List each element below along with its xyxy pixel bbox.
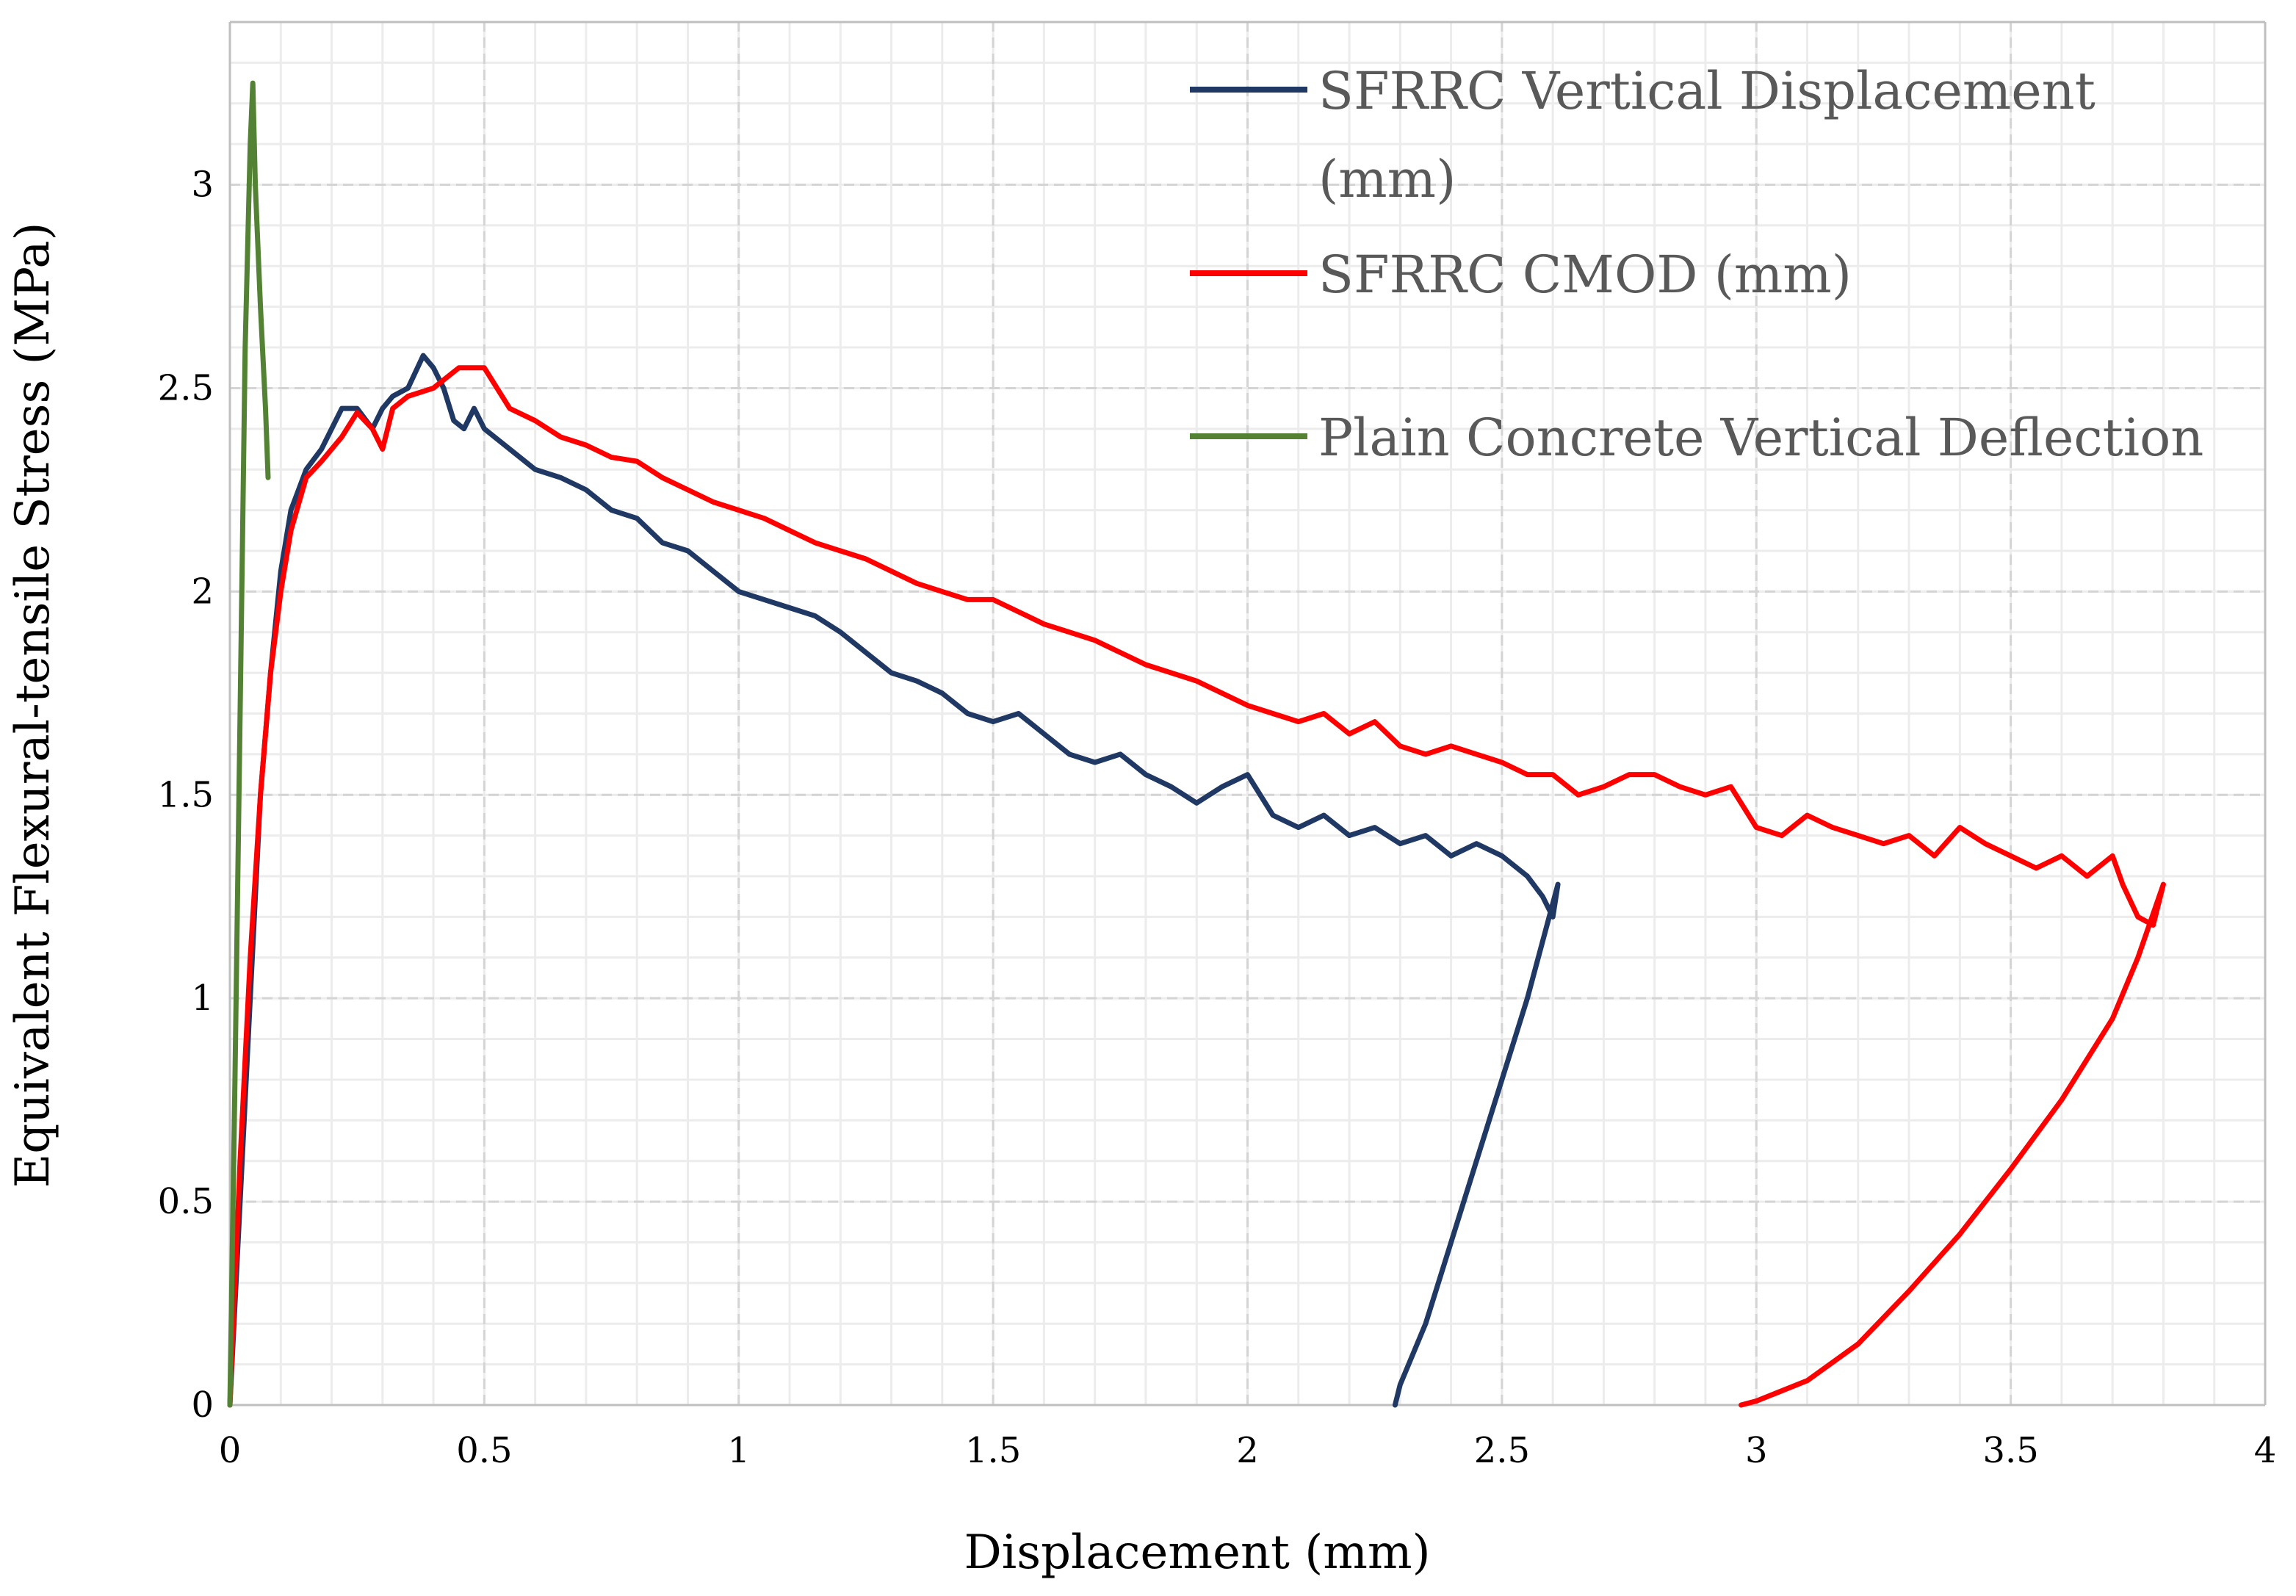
- x-tick-label: 3.5: [1982, 1430, 2038, 1471]
- legend-label-plain-concrete: Plain Concrete Vertical Deflection: [1318, 408, 2203, 468]
- y-tick-label: 0.5: [158, 1181, 214, 1222]
- y-tick-label: 3: [191, 165, 214, 206]
- x-tick-label: 4: [2254, 1430, 2277, 1471]
- y-tick-label: 0: [191, 1384, 214, 1426]
- y-tick-label: 1: [191, 978, 214, 1019]
- series-line-plain-concrete: [227, 80, 271, 1408]
- legend: SFRRC Vertical Displacement (mm) SFRRC C…: [1190, 61, 2203, 468]
- x-tick-label: 1.5: [965, 1430, 1021, 1471]
- legend-label-cmod: SFRRC CMOD (mm): [1318, 245, 1852, 305]
- x-tick-label: 2.5: [1474, 1430, 1530, 1471]
- y-tick-labels: 0 0.5 1 1.5 2 2.5 3: [158, 165, 214, 1426]
- series-line-vertical-displacement: [227, 353, 1561, 1408]
- y-axis-title: Equivalent Flexural-tensile Stress (MPa): [6, 223, 60, 1188]
- data-series: [227, 80, 2166, 1408]
- x-tick-label: 3: [1745, 1430, 1768, 1471]
- x-axis-title: Displacement (mm): [964, 1525, 1430, 1580]
- y-tick-label: 2: [191, 571, 214, 612]
- y-tick-label: 1.5: [158, 774, 214, 815]
- series-line-cmod: [227, 365, 2166, 1408]
- legend-label-vertical-displacement-line2: (mm): [1318, 149, 1456, 209]
- legend-label-vertical-displacement-line1: SFRRC Vertical Displacement: [1318, 61, 2095, 121]
- x-tick-labels: 0 0.5 1 1.5 2 2.5 3 3.5 4: [219, 1430, 2277, 1471]
- y-tick-label: 2.5: [158, 367, 214, 408]
- x-tick-label: 1: [727, 1430, 750, 1471]
- x-tick-label: 0.5: [456, 1430, 512, 1471]
- axes: [228, 21, 2267, 1407]
- x-tick-label: 0: [219, 1430, 242, 1471]
- x-tick-label: 2: [1236, 1430, 1259, 1471]
- minor-gridlines: [228, 21, 2267, 1407]
